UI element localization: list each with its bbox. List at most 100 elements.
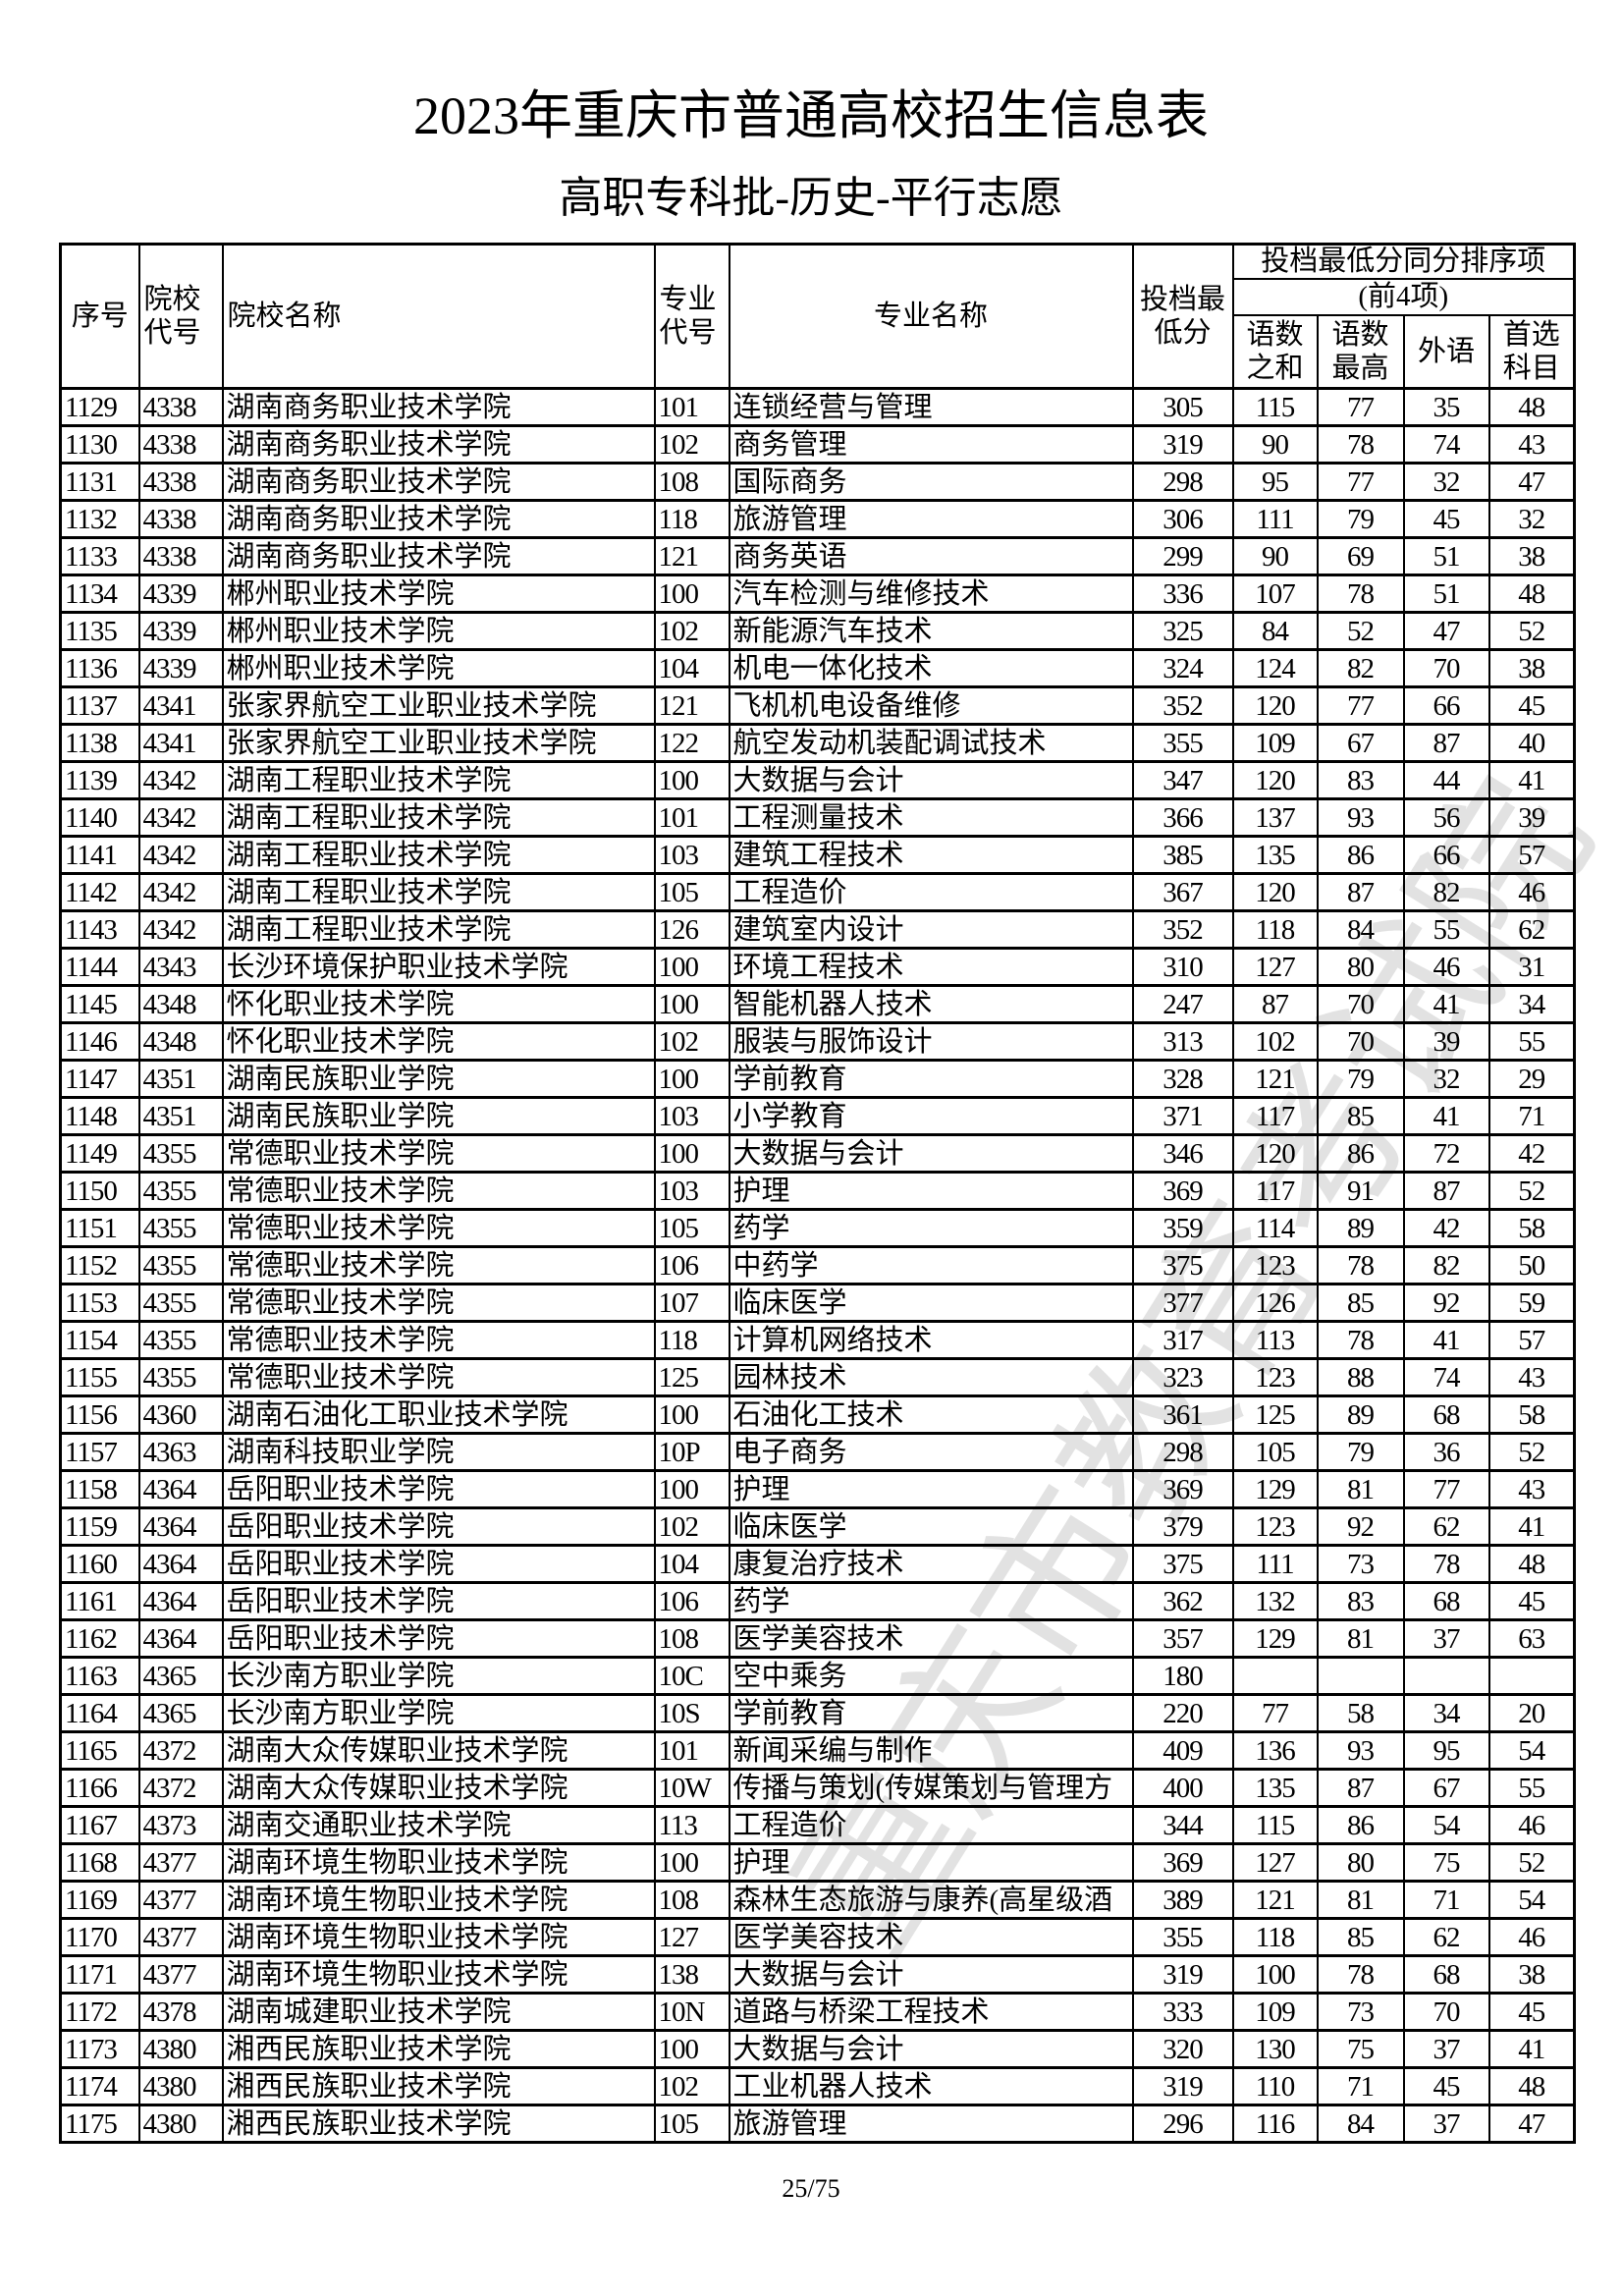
cell-school-name: 张家界航空工业职业技术学院 xyxy=(221,723,656,763)
cell-first-subject: 58 xyxy=(1487,1394,1576,1435)
cell-first-subject: 46 xyxy=(1487,872,1576,912)
cell-first-subject: 48 xyxy=(1487,574,1576,614)
cell-foreign-language: 70 xyxy=(1402,1992,1490,2032)
cell-foreign-language: 72 xyxy=(1402,1133,1490,1174)
cell-sum-chinese-math: 109 xyxy=(1231,1992,1319,2032)
cell-foreign-language: 39 xyxy=(1402,1021,1490,1062)
cell-seq: 1161 xyxy=(59,1581,140,1621)
cell-foreign-language: 37 xyxy=(1402,1618,1490,1659)
cell-sum-chinese-math: 107 xyxy=(1231,574,1319,614)
cell-school-name: 湖南大众传媒职业技术学院 xyxy=(221,1730,656,1771)
cell-school-name: 湖南民族职业学院 xyxy=(221,1096,656,1136)
cell-school-code: 4360 xyxy=(137,1394,224,1435)
cell-foreign-language: 47 xyxy=(1402,611,1490,651)
cell-seq: 1163 xyxy=(59,1656,140,1696)
cell-max-chinese-math: 79 xyxy=(1316,1432,1405,1472)
cell-major-name: 中药学 xyxy=(728,1245,1134,1285)
cell-min-score: 409 xyxy=(1131,1730,1234,1771)
cell-school-code: 4339 xyxy=(137,611,224,651)
cell-school-code: 4351 xyxy=(137,1059,224,1099)
cell-major-name: 石油化工技术 xyxy=(728,1394,1134,1435)
cell-school-code: 4342 xyxy=(137,797,224,838)
cell-sum-chinese-math: 136 xyxy=(1231,1730,1319,1771)
table-row: 1131 4338 湖南商务职业技术学院 108 国际商务 298 95 77 32 47 xyxy=(59,462,1576,502)
cell-major-name: 医学美容技术 xyxy=(728,1618,1134,1659)
table-row: 1153 4355 常德职业技术学院 107 临床医学 377 126 85 92 59 xyxy=(59,1283,1576,1323)
cell-first-subject: 57 xyxy=(1487,835,1576,875)
cell-seq: 1171 xyxy=(59,1954,140,1995)
cell-min-score: 336 xyxy=(1131,574,1234,614)
cell-seq: 1169 xyxy=(59,1880,140,1920)
cell-school-code: 4377 xyxy=(137,1880,224,1920)
cell-max-chinese-math: 86 xyxy=(1316,1133,1405,1174)
cell-sum-chinese-math: 109 xyxy=(1231,723,1319,763)
cell-max-chinese-math: 88 xyxy=(1316,1357,1405,1397)
cell-major-code: 106 xyxy=(653,1581,730,1621)
cell-min-score: 298 xyxy=(1131,1432,1234,1472)
cell-min-score: 355 xyxy=(1131,1917,1234,1957)
cell-major-name: 工程测量技术 xyxy=(728,797,1134,838)
table-row: 1173 4380 湘西民族职业技术学院 100 大数据与会计 320 130 75 37 41 xyxy=(59,2029,1576,2069)
cell-max-chinese-math: 81 xyxy=(1316,1618,1405,1659)
cell-min-score: 310 xyxy=(1131,947,1234,987)
cell-major-name: 临床医学 xyxy=(728,1283,1134,1323)
cell-school-code: 4348 xyxy=(137,984,224,1024)
cell-school-name: 湖南环境生物职业技术学院 xyxy=(221,1917,656,1957)
cell-major-code: 105 xyxy=(653,2104,730,2144)
cell-seq: 1129 xyxy=(59,387,140,427)
cell-first-subject: 71 xyxy=(1487,1096,1576,1136)
cell-foreign-language xyxy=(1402,1656,1490,1696)
cell-min-score: 319 xyxy=(1131,1954,1234,1995)
table-row: 1134 4339 郴州职业技术学院 100 汽车检测与维修技术 336 107 78 51 48 xyxy=(59,574,1576,614)
cell-major-code: 126 xyxy=(653,909,730,950)
cell-max-chinese-math: 86 xyxy=(1316,1805,1405,1845)
cell-sum-chinese-math: 102 xyxy=(1231,1021,1319,1062)
table-row: 1167 4373 湖南交通职业技术学院 113 工程造价 344 115 86 54 46 xyxy=(59,1805,1576,1845)
cell-min-score: 385 xyxy=(1131,835,1234,875)
cell-school-name: 常德职业技术学院 xyxy=(221,1133,656,1174)
cell-major-name: 计算机网络技术 xyxy=(728,1320,1134,1360)
cell-school-code: 4338 xyxy=(137,499,224,539)
cell-sum-chinese-math: 87 xyxy=(1231,984,1319,1024)
cell-major-name: 森林生态旅游与康养(高星级酒 xyxy=(728,1880,1134,1920)
cell-school-code: 4355 xyxy=(137,1245,224,1285)
cell-max-chinese-math: 91 xyxy=(1316,1171,1405,1211)
cell-foreign-language: 46 xyxy=(1402,947,1490,987)
cell-max-chinese-math: 73 xyxy=(1316,1992,1405,2032)
cell-max-chinese-math: 78 xyxy=(1316,574,1405,614)
cell-major-code: 102 xyxy=(653,1021,730,1062)
cell-major-code: 102 xyxy=(653,2066,730,2106)
cell-first-subject: 31 xyxy=(1487,947,1576,987)
cell-foreign-language: 56 xyxy=(1402,797,1490,838)
cell-seq: 1135 xyxy=(59,611,140,651)
cell-seq: 1144 xyxy=(59,947,140,987)
cell-school-code: 4355 xyxy=(137,1208,224,1248)
cell-school-code: 4338 xyxy=(137,462,224,502)
cell-school-name: 湖南工程职业技术学院 xyxy=(221,909,656,950)
cell-school-name: 湖南商务职业技术学院 xyxy=(221,424,656,465)
table-row: 1159 4364 岳阳职业技术学院 102 临床医学 379 123 92 62 41 xyxy=(59,1506,1576,1547)
cell-major-code: 122 xyxy=(653,723,730,763)
cell-max-chinese-math: 52 xyxy=(1316,611,1405,651)
cell-sum-chinese-math: 117 xyxy=(1231,1171,1319,1211)
cell-max-chinese-math: 80 xyxy=(1316,1842,1405,1883)
cell-max-chinese-math: 79 xyxy=(1316,1059,1405,1099)
header-sum-chinese-math: 语数之和 xyxy=(1231,313,1319,390)
cell-sum-chinese-math: 126 xyxy=(1231,1283,1319,1323)
cell-max-chinese-math: 86 xyxy=(1316,835,1405,875)
cell-first-subject: 39 xyxy=(1487,797,1576,838)
cell-major-name: 旅游管理 xyxy=(728,2104,1134,2144)
cell-seq: 1174 xyxy=(59,2066,140,2106)
cell-seq: 1131 xyxy=(59,462,140,502)
cell-seq: 1143 xyxy=(59,909,140,950)
cell-sum-chinese-math: 84 xyxy=(1231,611,1319,651)
cell-first-subject: 41 xyxy=(1487,760,1576,800)
cell-major-name: 护理 xyxy=(728,1171,1134,1211)
cell-min-score: 317 xyxy=(1131,1320,1234,1360)
cell-seq: 1145 xyxy=(59,984,140,1024)
cell-min-score: 313 xyxy=(1131,1021,1234,1062)
cell-min-score: 325 xyxy=(1131,611,1234,651)
cell-major-code: 10C xyxy=(653,1656,730,1696)
cell-first-subject: 54 xyxy=(1487,1880,1576,1920)
cell-max-chinese-math: 84 xyxy=(1316,2104,1405,2144)
